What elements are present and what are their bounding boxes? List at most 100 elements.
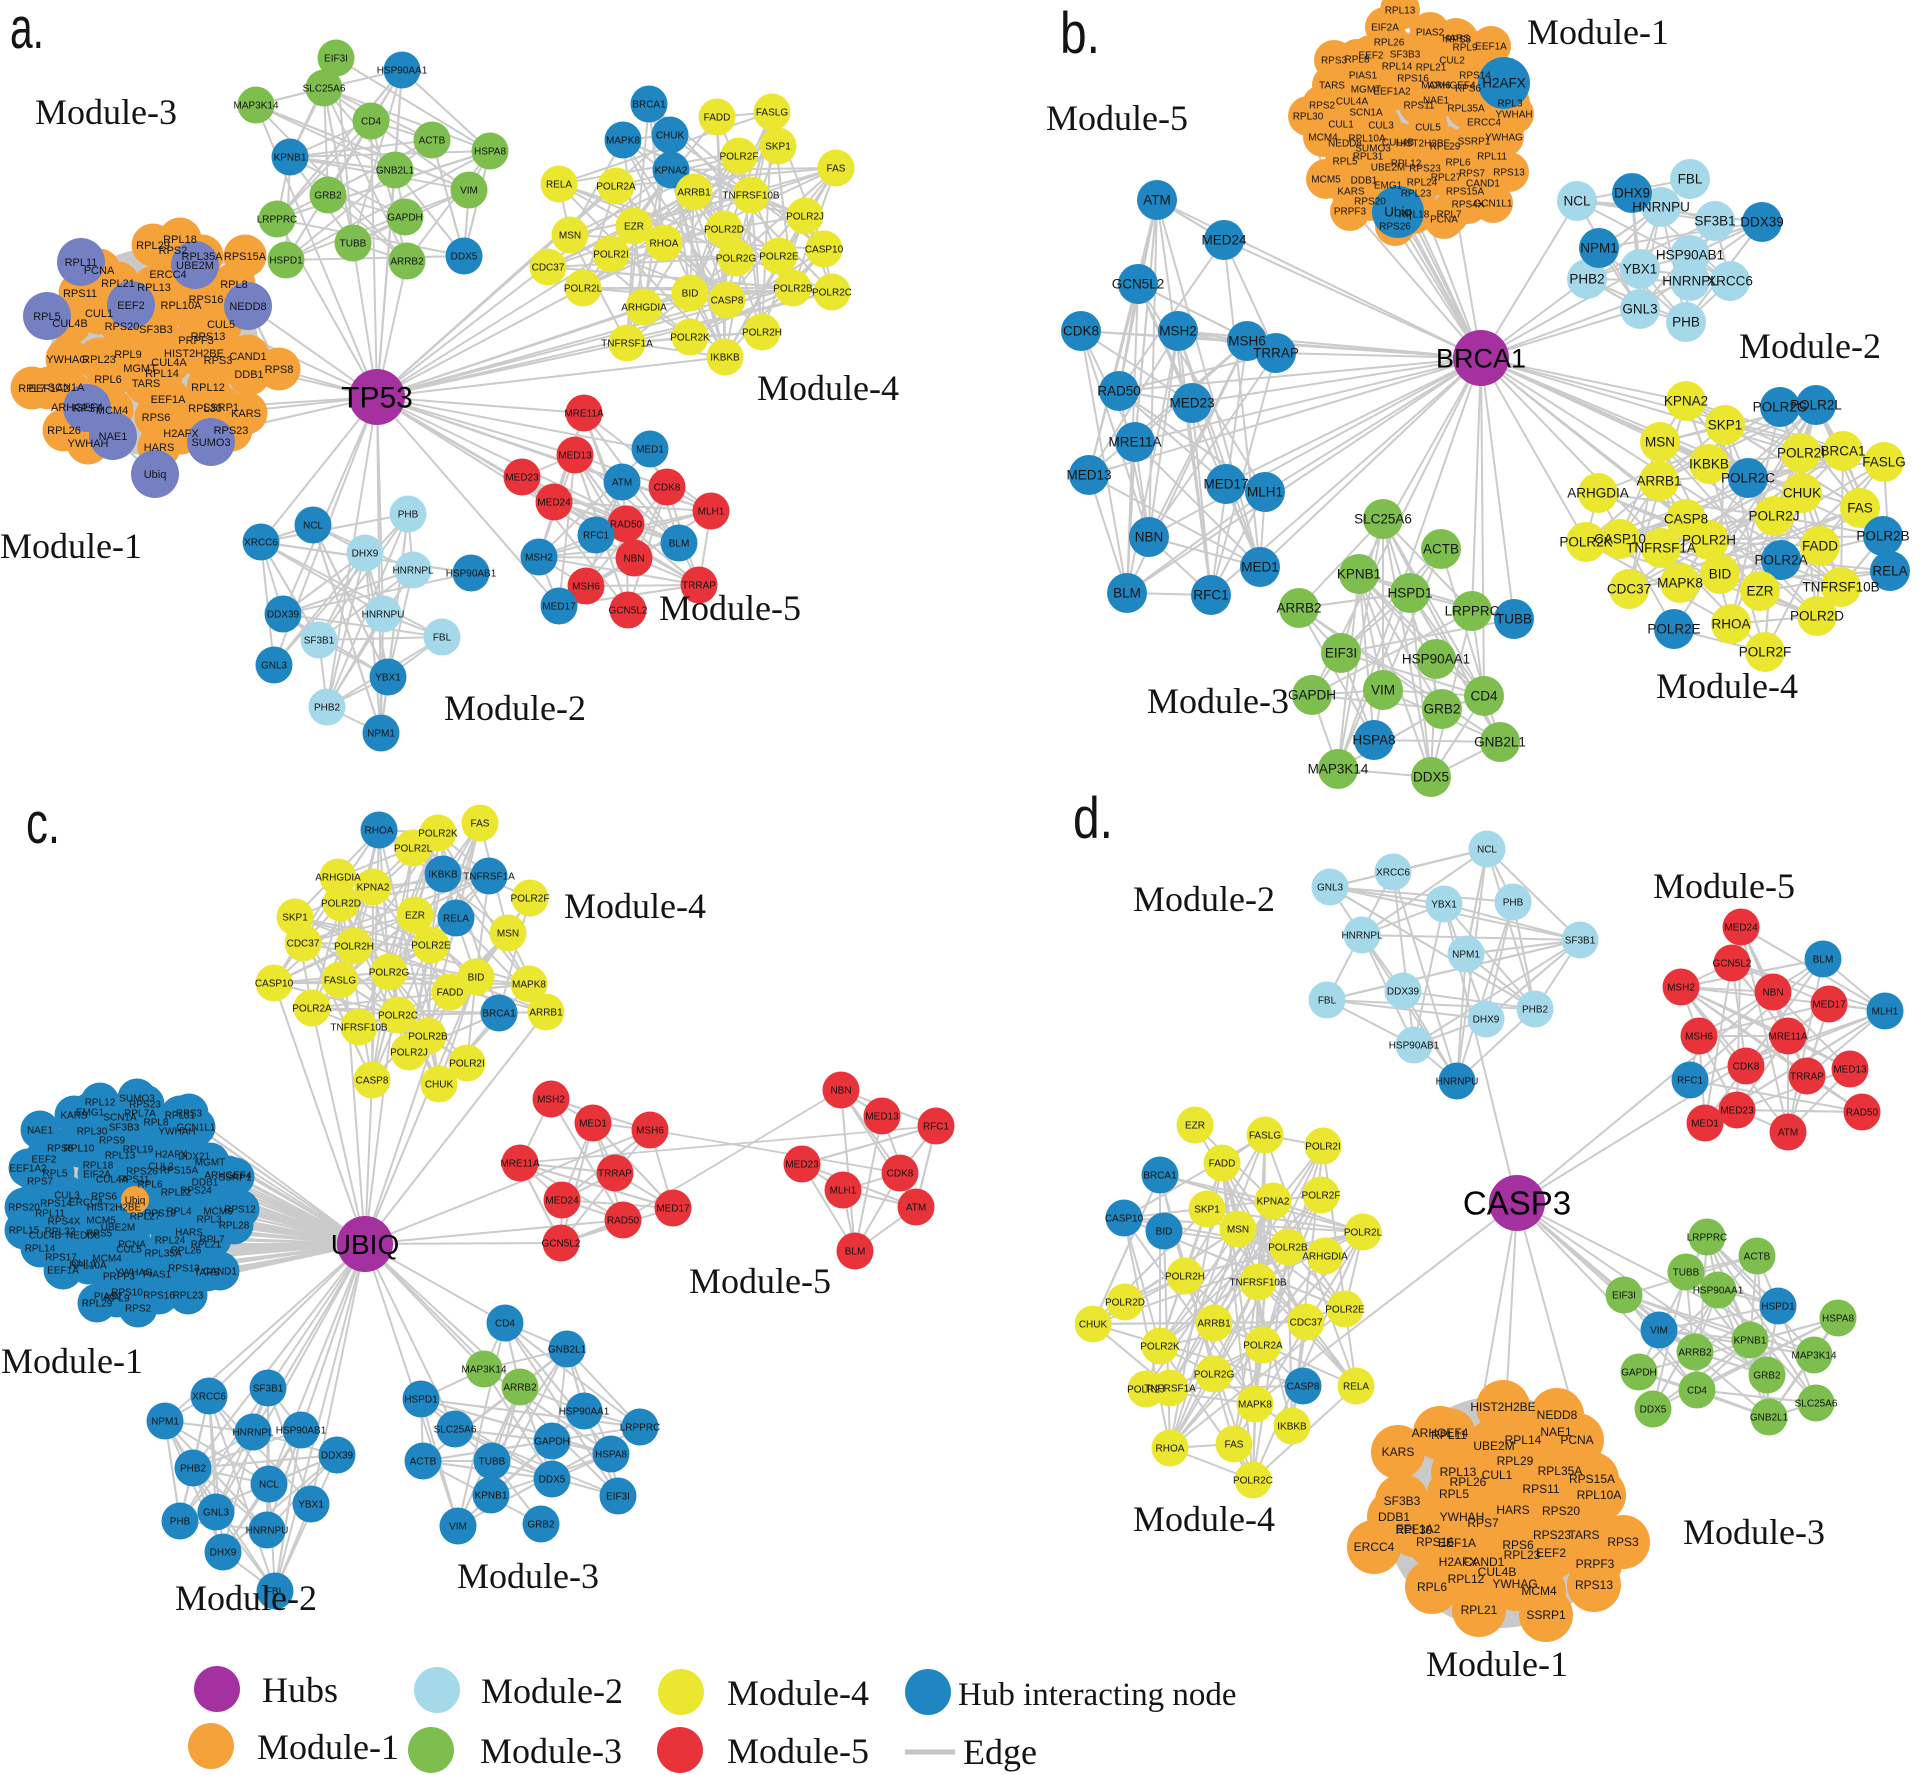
svg-text:EEF1A: EEF1A (1475, 42, 1507, 53)
svg-text:SCN1A: SCN1A (48, 382, 85, 394)
svg-text:RPS26: RPS26 (1379, 222, 1411, 233)
svg-text:CUL4B: CUL4B (52, 318, 87, 330)
svg-text:HNRNPU: HNRNPU (1436, 1077, 1479, 1088)
svg-text:c.: c. (26, 791, 60, 856)
svg-text:RPS8: RPS8 (265, 364, 294, 376)
svg-text:DDX5: DDX5 (451, 252, 478, 263)
svg-text:EIF3I: EIF3I (1325, 646, 1357, 661)
svg-text:CASP8: CASP8 (711, 296, 744, 307)
svg-text:GNB2L1: GNB2L1 (548, 1345, 587, 1356)
svg-text:PIAS2: PIAS2 (94, 1292, 123, 1303)
svg-text:GCN5L2: GCN5L2 (609, 606, 648, 617)
svg-text:FADD: FADD (1802, 539, 1838, 554)
svg-text:MCM4: MCM4 (1521, 1584, 1557, 1598)
svg-text:POLR2F: POLR2F (720, 152, 759, 163)
svg-text:EMG1: EMG1 (1374, 181, 1403, 192)
svg-text:RPS20: RPS20 (105, 321, 140, 333)
svg-text:RPL26: RPL26 (1374, 38, 1405, 49)
svg-text:RPL10A: RPL10A (161, 300, 203, 312)
svg-text:RPL6: RPL6 (1445, 158, 1470, 169)
svg-text:PHB2: PHB2 (1569, 272, 1604, 287)
svg-text:ARHGEF4: ARHGEF4 (204, 1171, 252, 1182)
svg-text:POLR2K: POLR2K (418, 829, 458, 840)
svg-text:POLR2L: POLR2L (1344, 1228, 1383, 1239)
svg-text:MED1: MED1 (1241, 560, 1279, 575)
svg-text:RPL4: RPL4 (166, 1207, 191, 1218)
svg-text:EEF2: EEF2 (31, 1155, 56, 1166)
svg-text:RELA: RELA (1872, 564, 1907, 579)
svg-text:POLR2D: POLR2D (321, 899, 361, 910)
svg-text:RPL13: RPL13 (105, 1151, 136, 1162)
svg-text:SLC25A6: SLC25A6 (1354, 512, 1412, 527)
svg-text:LRPPRC: LRPPRC (257, 215, 298, 226)
svg-text:EEF1A: EEF1A (1438, 1536, 1476, 1550)
svg-text:Module-1: Module-1 (1527, 12, 1669, 52)
svg-text:XRCC6: XRCC6 (1707, 274, 1753, 289)
svg-text:HSPA8: HSPA8 (474, 147, 506, 158)
svg-text:DDB1: DDB1 (192, 1178, 219, 1189)
svg-text:Module-1: Module-1 (1426, 1644, 1568, 1684)
svg-text:BLM: BLM (669, 539, 690, 550)
svg-text:HSPD1: HSPD1 (404, 1395, 438, 1406)
svg-text:POLR2L: POLR2L (394, 844, 433, 855)
svg-text:EZR: EZR (405, 911, 425, 922)
svg-text:MED24: MED24 (537, 498, 571, 509)
svg-text:PHB: PHB (1672, 315, 1700, 330)
svg-text:RPS4X: RPS4X (1452, 200, 1485, 211)
svg-text:RPS20: RPS20 (8, 1203, 40, 1214)
svg-text:FAS: FAS (471, 819, 490, 830)
svg-text:CASP8: CASP8 (1287, 1382, 1320, 1393)
svg-text:POLR2E: POLR2E (411, 941, 451, 952)
svg-text:SF3B1: SF3B1 (1694, 214, 1735, 229)
svg-text:Hub interacting node: Hub interacting node (958, 1677, 1237, 1713)
svg-text:Module-2: Module-2 (481, 1671, 623, 1711)
svg-text:POLR2I: POLR2I (1777, 446, 1825, 461)
svg-text:RPL7: RPL7 (199, 1235, 224, 1246)
svg-text:RPL11: RPL11 (65, 257, 98, 269)
svg-text:SSRP1: SSRP1 (1458, 137, 1491, 148)
svg-text:RPL8: RPL8 (1344, 55, 1369, 66)
svg-text:Module-2: Module-2 (175, 1578, 317, 1618)
svg-text:RPL12: RPL12 (1391, 159, 1422, 170)
svg-text:BID: BID (1156, 1227, 1173, 1238)
svg-text:MED24: MED24 (1724, 923, 1758, 934)
svg-text:EIF2A: EIF2A (83, 1170, 111, 1181)
svg-text:HNRNPL: HNRNPL (392, 566, 434, 577)
svg-text:FASLG: FASLG (756, 108, 788, 119)
svg-text:XRCC6: XRCC6 (1376, 868, 1410, 879)
svg-text:CD4: CD4 (1687, 1386, 1707, 1397)
svg-text:RPL21: RPL21 (191, 1240, 222, 1251)
svg-text:ARRB1: ARRB1 (1197, 1319, 1231, 1330)
svg-text:MED17: MED17 (1812, 1000, 1846, 1011)
svg-text:VIM: VIM (460, 186, 478, 197)
svg-text:MLH1: MLH1 (698, 507, 725, 518)
svg-text:MCM5: MCM5 (1311, 175, 1341, 186)
svg-text:MED23: MED23 (1720, 1106, 1754, 1117)
svg-text:PIAS1: PIAS1 (143, 1270, 172, 1281)
svg-text:MCM4: MCM4 (96, 405, 128, 417)
svg-text:RPS8: RPS8 (1445, 35, 1472, 46)
svg-text:HARS: HARS (144, 442, 175, 454)
svg-text:GAPDH: GAPDH (534, 1437, 570, 1448)
svg-text:HARS: HARS (175, 1228, 203, 1239)
svg-text:DDX21: DDX21 (178, 1152, 211, 1163)
svg-text:CHUK: CHUK (1783, 486, 1821, 501)
svg-text:HNRNPU: HNRNPU (1632, 200, 1690, 215)
svg-text:NCL: NCL (303, 521, 323, 532)
svg-text:NPM1: NPM1 (1452, 950, 1480, 961)
svg-text:MLH1: MLH1 (830, 1186, 857, 1197)
svg-text:RPS2: RPS2 (1309, 101, 1336, 112)
svg-text:POLR2B: POLR2B (408, 1032, 448, 1043)
svg-text:CDC37: CDC37 (532, 263, 565, 274)
svg-text:RPS3: RPS3 (1321, 56, 1348, 67)
svg-text:POLR2G: POLR2G (716, 254, 757, 265)
svg-text:CAND1: CAND1 (1464, 1555, 1505, 1569)
svg-text:FADD: FADD (437, 988, 464, 999)
svg-text:YWHAG: YWHAG (115, 1268, 153, 1279)
svg-text:NBN: NBN (623, 554, 644, 565)
svg-text:GNL3: GNL3 (203, 1508, 230, 1519)
svg-text:RPL29: RPL29 (136, 240, 170, 252)
svg-text:TNFRSF10B: TNFRSF10B (722, 191, 780, 202)
svg-text:RPS7: RPS7 (1467, 1516, 1499, 1530)
svg-text:RPS3: RPS3 (176, 1109, 203, 1120)
